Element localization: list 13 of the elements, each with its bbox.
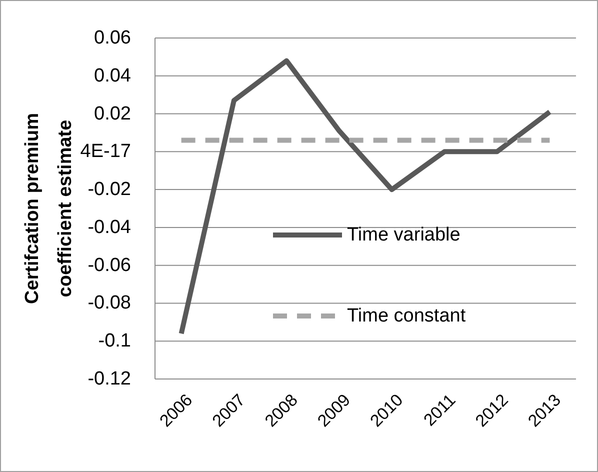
legend-label: Time variable [347, 224, 460, 246]
y-tick-label: 0.02 [94, 103, 131, 124]
y-tick-label: -0.06 [88, 254, 131, 276]
y-axis-title: Certifcation premium coefficient estimate [22, 112, 76, 304]
y-tick-label: -0.12 [88, 368, 131, 390]
y-tick-label: -0.02 [88, 179, 131, 200]
y-tick-label: -0.08 [88, 292, 131, 314]
y-tick-label: 0.06 [94, 28, 131, 48]
y-tick-label: -0.1 [98, 330, 131, 352]
y-tick-label: -0.04 [88, 216, 132, 238]
legend-label: Time constant [347, 306, 466, 326]
y-tick-label: 0.04 [94, 65, 132, 86]
y-tick-label: 4E-17 [80, 141, 131, 162]
